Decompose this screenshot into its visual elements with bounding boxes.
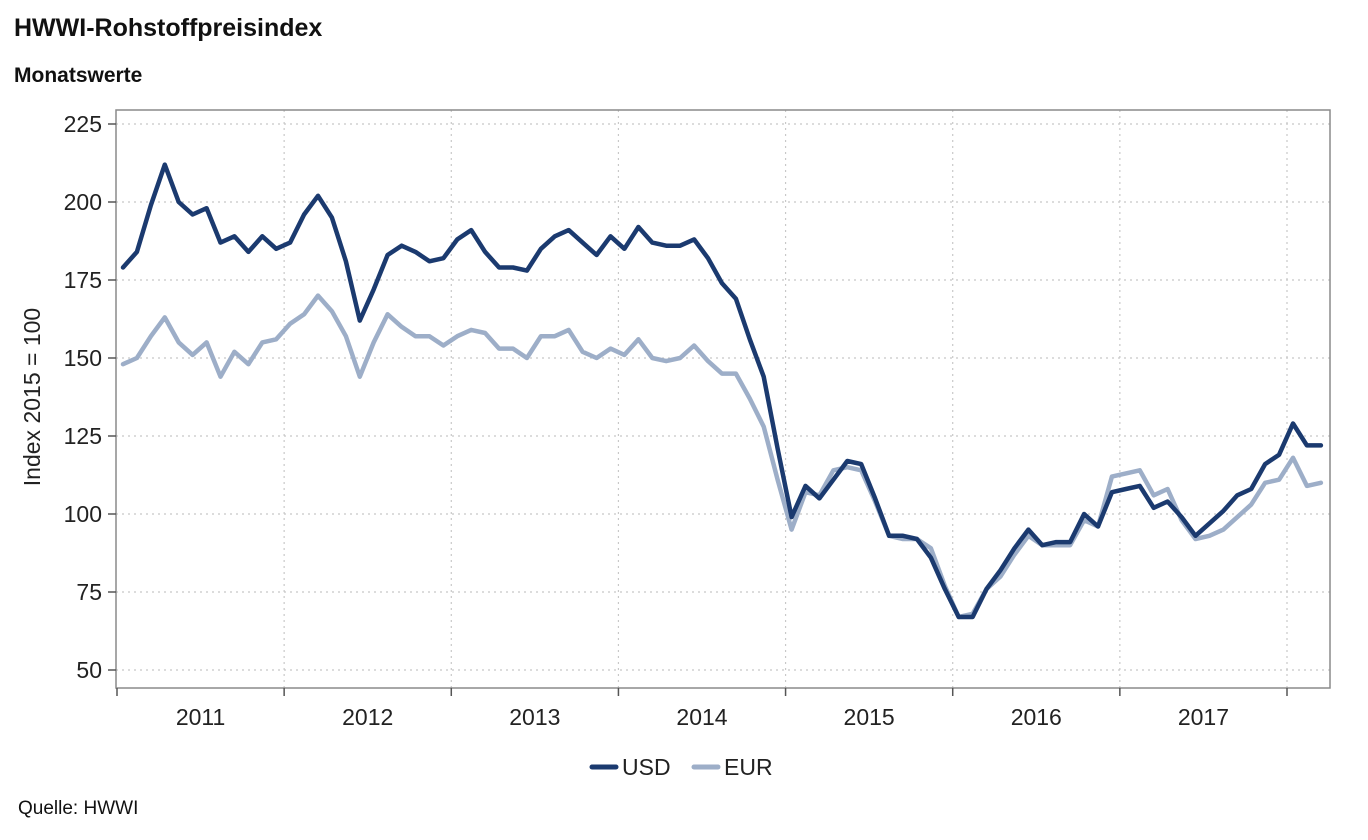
- x-tick-label: 2014: [676, 704, 727, 730]
- legend-label-usd: USD: [622, 754, 671, 780]
- gridlines: [116, 110, 1330, 688]
- x-tick-label: 2015: [844, 704, 895, 730]
- source-note: Quelle: HWWI: [18, 798, 139, 819]
- y-tick-label: 175: [64, 267, 102, 293]
- x-tick-label: 2016: [1011, 704, 1062, 730]
- series-line-eur: [120, 293, 1324, 620]
- y-tick-label: 225: [64, 111, 102, 137]
- y-tick-label: 125: [64, 423, 102, 449]
- x-tick-label: 2012: [342, 704, 393, 730]
- y-tick-label: 100: [64, 501, 102, 527]
- y-axis: 50 75 100 125 150 175 200 225: [64, 111, 116, 683]
- y-tick-label: 75: [76, 579, 102, 605]
- y-tick-label: 50: [76, 657, 102, 683]
- chart-title: HWWI-Rohstoffpreisindex: [14, 14, 323, 42]
- x-axis: 2011 2012 2013 2014 2015 2016 2017: [116, 688, 1288, 730]
- x-tick-label: 2013: [509, 704, 560, 730]
- y-axis-label: Index 2015 = 100: [19, 308, 45, 486]
- legend-label-eur: EUR: [724, 754, 773, 780]
- y-tick-label: 200: [64, 189, 102, 215]
- series-lines: [120, 162, 1324, 620]
- x-tick-label: 2011: [176, 704, 225, 730]
- series-line-usd: [120, 162, 1324, 620]
- legend: USD EUR: [589, 754, 773, 780]
- chart-subtitle: Monatswerte: [14, 64, 143, 87]
- x-tick-label: 2017: [1178, 704, 1229, 730]
- plot-frame: [115, 109, 1331, 689]
- y-tick-label: 150: [64, 345, 102, 371]
